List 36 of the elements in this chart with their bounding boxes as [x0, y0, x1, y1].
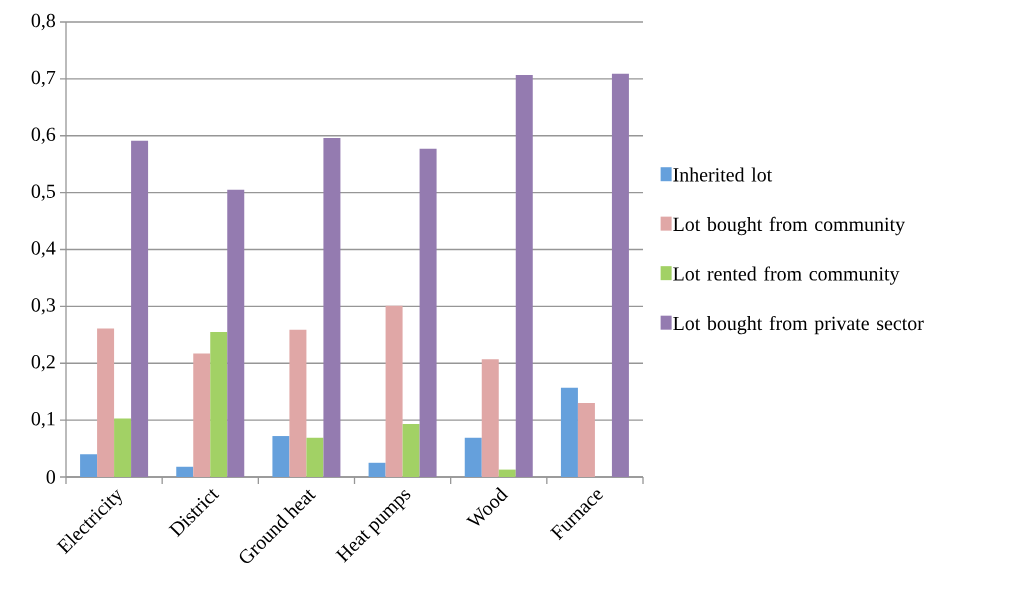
bar	[515, 74, 533, 477]
y-tick-label: 0,8	[31, 13, 56, 31]
bar	[289, 329, 307, 477]
y-tick-label: 0,3	[31, 298, 56, 315]
bar	[577, 403, 595, 477]
y-tick-label: 0,7	[31, 70, 56, 88]
bar	[481, 359, 499, 477]
y-tick-label: 0,1	[31, 411, 55, 429]
bar	[560, 387, 578, 477]
bar	[323, 138, 341, 477]
bar	[272, 436, 290, 477]
y-tick-label: 0,2	[31, 355, 55, 372]
legend-label: Inherited lot	[673, 167, 773, 182]
bar	[114, 418, 132, 477]
bar	[80, 454, 98, 477]
legend-label: Lot bought from private sector	[673, 315, 924, 335]
bar	[306, 437, 324, 477]
bar	[498, 469, 516, 477]
bar	[419, 148, 437, 477]
y-tick-label: 0	[46, 470, 56, 484]
y-tick-label: 0,6	[31, 127, 56, 144]
bar	[227, 189, 245, 477]
bar	[385, 305, 403, 477]
bar	[402, 424, 420, 477]
y-tick-label: 0,4	[31, 241, 56, 258]
bar	[176, 466, 194, 477]
bar	[368, 462, 386, 477]
bar	[210, 331, 228, 477]
legend-label: Lot bought from community	[673, 216, 905, 236]
bar	[611, 73, 629, 477]
bar	[131, 140, 149, 477]
y-tick-label: 0,5	[31, 184, 56, 201]
legend-label: Lot rented from community	[673, 266, 900, 285]
bar	[193, 353, 211, 477]
bar	[464, 437, 482, 477]
bar	[97, 328, 115, 477]
